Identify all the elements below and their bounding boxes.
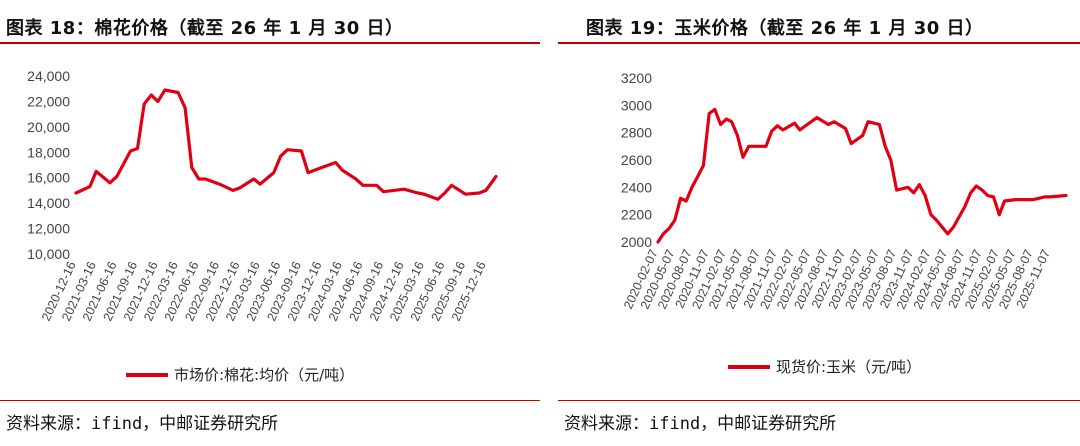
y-tick-label: 24,000: [27, 68, 70, 84]
y-tick-label: 2200: [621, 207, 652, 223]
y-tick-label: 10,000: [27, 246, 70, 262]
source-note: 资料来源：ifind，中邮证券研究所: [6, 414, 279, 434]
corn-price-chart: 20002200240026002800300032002020-02-0720…: [621, 70, 1068, 311]
y-tick-label: 16,000: [27, 170, 70, 186]
y-tick-label: 22,000: [27, 93, 70, 109]
source-divider: [0, 400, 540, 401]
y-tick-label: 14,000: [27, 195, 70, 211]
y-tick-label: 18,000: [27, 144, 70, 160]
source-divider: [558, 400, 1080, 401]
y-tick-label: 2000: [621, 234, 652, 250]
title-divider: [0, 42, 540, 44]
chart-legend: 市场价:棉花:均价（元/吨）: [126, 364, 354, 385]
legend-label: 现货价:玉米（元/吨）: [776, 358, 922, 376]
price-series-line: [656, 107, 1068, 244]
chart-title: 图表 18：棉花价格（截至 26 年 1 月 30 日）: [6, 18, 404, 39]
title-divider: [558, 42, 1080, 44]
y-tick-label: 3200: [621, 70, 652, 86]
chart-legend: 现货价:玉米（元/吨）: [728, 356, 921, 377]
y-tick-label: 20,000: [27, 119, 70, 135]
y-tick-label: 2600: [621, 152, 652, 168]
source-note: 资料来源：ifind，中邮证券研究所: [564, 414, 837, 434]
cotton-chart-panel: 图表 18：棉花价格（截至 26 年 1 月 30 日） 10,000 12,00…: [0, 18, 540, 434]
legend-label: 市场价:棉花:均价（元/吨）: [174, 366, 355, 384]
y-tick-label: 2400: [621, 179, 652, 195]
price-series-line: [74, 88, 498, 201]
legend-line-swatch: [126, 372, 168, 377]
y-tick-label: 12,000: [27, 221, 70, 237]
corn-chart-panel: 图表 19：玉米价格（截至 26 年 1 月 30 日） 2000 2200 240…: [558, 0, 1080, 446]
cotton-price-chart: 10,000 12,000 14,000 16,000 18,000 20,000 22,0…: [27, 68, 498, 323]
legend-line-swatch: [728, 364, 770, 369]
chart-title: 图表 19：玉米价格（截至 26 年 1 月 30 日）: [586, 18, 984, 39]
y-tick-label: 3000: [621, 97, 652, 113]
y-tick-label: 2800: [621, 125, 652, 141]
